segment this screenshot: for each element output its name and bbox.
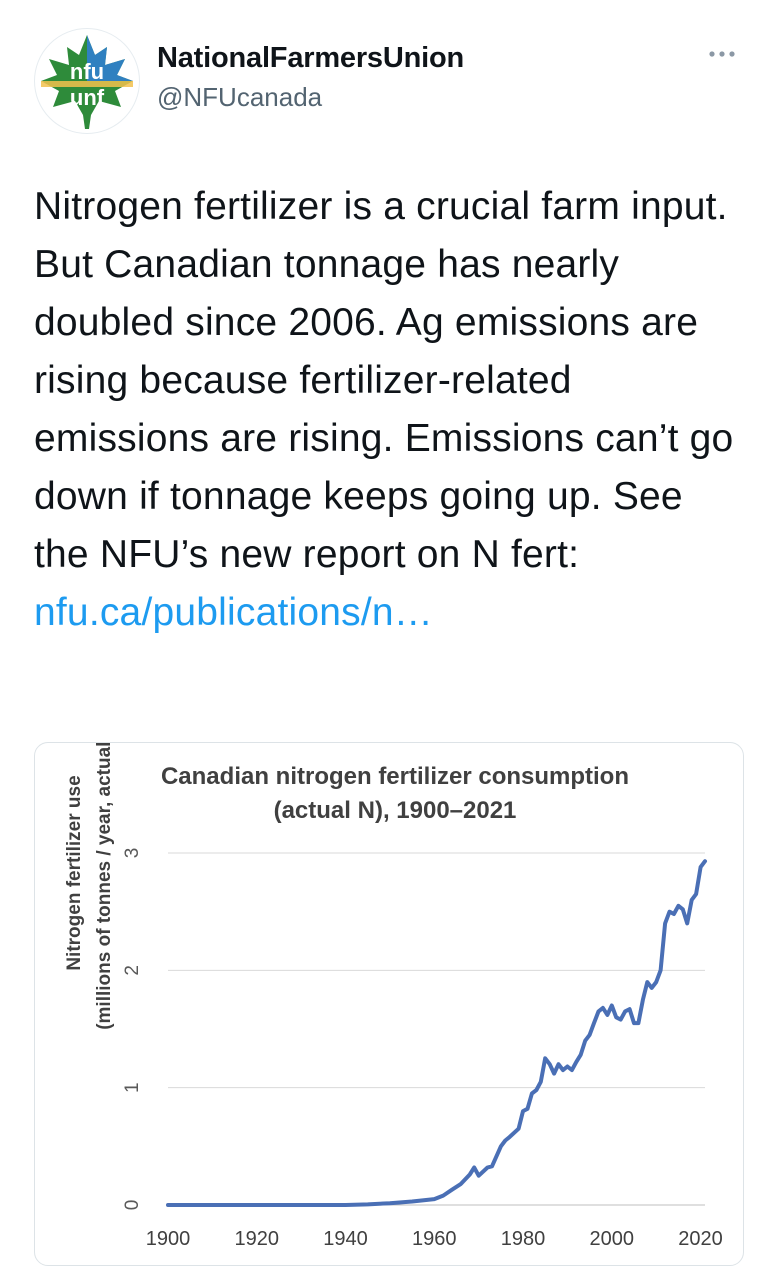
chart-title: Canadian nitrogen fertilizer consumption…: [75, 760, 715, 828]
x-tick-label: 1940: [323, 1228, 368, 1250]
more-dots-icon[interactable]: [704, 46, 740, 62]
y-tick-label: 3: [122, 848, 143, 859]
avatar-text-top: nfu: [70, 59, 104, 84]
tweet-link[interactable]: nfu.ca/publications/n…: [34, 591, 433, 634]
series-line: [166, 859, 707, 1207]
x-tick-label: 1920: [235, 1228, 280, 1250]
y-tick-label: 2: [122, 965, 143, 976]
tweet-body: Nitrogen fertilizer is a crucial farm in…: [34, 185, 734, 576]
chart-card[interactable]: Canadian nitrogen fertilizer consumption…: [34, 742, 744, 1266]
display-name[interactable]: NationalFarmersUnion: [157, 42, 464, 74]
x-tick-label: 2020: [678, 1228, 723, 1250]
x-tick-label: 1900: [146, 1228, 191, 1250]
y-tick-label: 0: [122, 1200, 143, 1211]
x-tick-label: 2000: [590, 1228, 635, 1250]
maple-leaf-logo-icon: nfu unf: [41, 35, 133, 129]
line-chart: 0 1 2 3 1900 1920 1940 1960 1980 2000 2020: [122, 848, 723, 1250]
handle[interactable]: @NFUcanada: [157, 82, 323, 112]
avatar-text-bottom: unf: [70, 85, 105, 110]
tweet-text: Nitrogen fertilizer is a crucial farm in…: [34, 178, 744, 642]
chart-title-line-1: Canadian nitrogen fertilizer consumption: [160, 763, 630, 790]
x-tick-label: 1960: [412, 1228, 457, 1250]
y-tick-label: 1: [122, 1082, 143, 1093]
avatar[interactable]: nfu unf: [34, 28, 140, 134]
chart-title-line-2: (actual N), 1900–2021: [273, 797, 517, 824]
x-tick-label: 1980: [501, 1228, 546, 1250]
